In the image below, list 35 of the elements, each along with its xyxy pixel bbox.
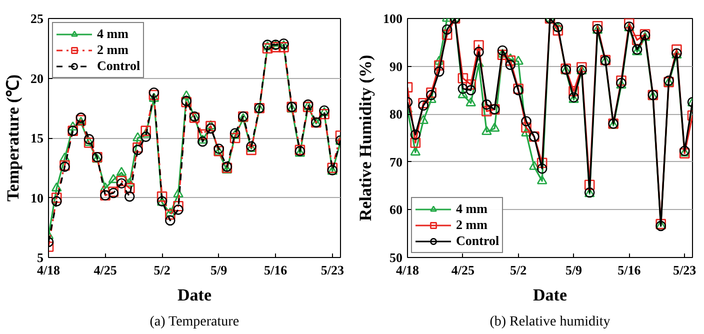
y-tick-label: 60 [390, 202, 402, 218]
x-tick-label: 5/23 [320, 262, 344, 278]
x-tick-label: 4/18 [36, 262, 61, 278]
x-tick-label: 5/2 [154, 262, 170, 278]
y-axis-title: Temperature (℃) [4, 74, 22, 202]
legend-label: Control [97, 58, 140, 74]
x-tick-label: 5/23 [673, 262, 697, 278]
y-tick-label: 5 [37, 250, 44, 265]
y-tick-label: 80 [390, 106, 402, 122]
y-axis-title: Relative Humidity (%) [356, 54, 375, 222]
x-tick-label: 4/18 [396, 262, 420, 278]
x-tick-label: 5/9 [210, 262, 228, 278]
y-tick-label: 25 [30, 11, 44, 26]
y-tick-label: 15 [30, 130, 44, 146]
y-tick-label: 70 [390, 154, 402, 170]
x-axis-title: Date [533, 286, 568, 304]
legend-label: Control [456, 233, 500, 249]
legend-label: 2 mm [456, 217, 488, 233]
y-tick-label: 100 [383, 11, 402, 26]
x-axis-title: Date [178, 286, 212, 304]
y-tick-label: 90 [390, 58, 402, 74]
x-tick-label: 5/2 [510, 262, 527, 278]
legend-label: 4 mm [456, 201, 488, 217]
x-tick-label: 4/25 [451, 262, 475, 278]
y-tick-label: 10 [30, 190, 44, 206]
text: (a) Temperature [150, 314, 240, 330]
legend-label: 2 mm [97, 42, 128, 58]
x-tick-label: 5/9 [565, 262, 583, 278]
x-tick-label: 5/16 [264, 262, 288, 278]
y-tick-label: 20 [30, 70, 44, 86]
x-tick-label: 4/25 [94, 262, 118, 278]
text: (b) Relative humidity [490, 314, 610, 330]
legend-label: 4 mm [97, 26, 128, 42]
x-tick-label: 5/16 [618, 262, 642, 278]
y-tick-label: 50 [390, 250, 402, 265]
